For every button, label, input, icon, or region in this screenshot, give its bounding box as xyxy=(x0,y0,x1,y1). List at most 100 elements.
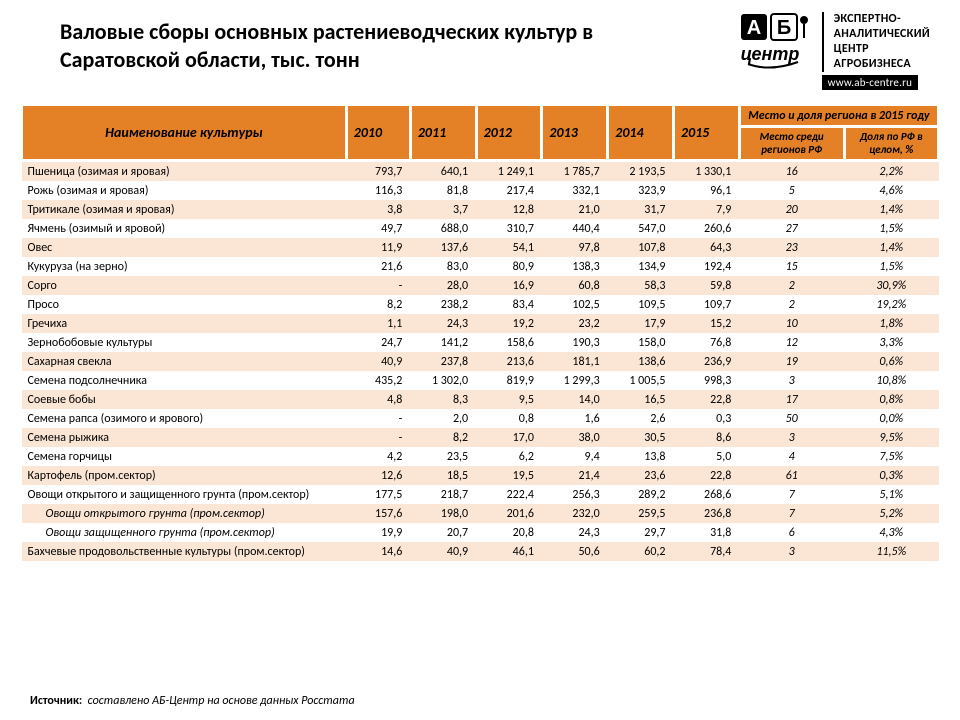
table-row: Сорго-28,016,960,858,359,8230,9% xyxy=(22,276,939,295)
year-value: 109,5 xyxy=(608,295,674,314)
year-value: 181,1 xyxy=(542,352,608,371)
year-value: 998,3 xyxy=(674,371,740,390)
year-value: 78,4 xyxy=(674,542,740,561)
region-rank: 27 xyxy=(739,219,844,238)
region-share: 30,9% xyxy=(844,276,938,295)
year-value: 440,4 xyxy=(542,219,608,238)
table-row: Кукуруза (на зерно)21,683,080,9138,3134,… xyxy=(22,257,939,276)
region-rank: 3 xyxy=(739,542,844,561)
year-value: 2,0 xyxy=(410,409,476,428)
logo-block: А Б центр ЭКСПЕРТНО- АНАЛИТИЧЕСКИЙ ЦЕНТР… xyxy=(738,12,930,91)
region-rank: 6 xyxy=(739,523,844,542)
region-share: 1,5% xyxy=(844,219,938,238)
logo-text-block: ЭКСПЕРТНО- АНАЛИТИЧЕСКИЙ ЦЕНТР АГРОБИЗНЕ… xyxy=(822,12,930,91)
year-value: 260,6 xyxy=(674,219,740,238)
year-value: 793,7 xyxy=(346,161,410,182)
year-value: 109,7 xyxy=(674,295,740,314)
year-value: 217,4 xyxy=(476,181,542,200)
table-row: Рожь (озимая и яровая)116,381,8217,4332,… xyxy=(22,181,939,200)
logo-tagline: ЭКСПЕРТНО- АНАЛИТИЧЕСКИЙ ЦЕНТР АГРОБИЗНЕ… xyxy=(822,12,930,72)
year-value: 14,6 xyxy=(346,542,410,561)
year-value: 16,5 xyxy=(608,390,674,409)
region-rank: 20 xyxy=(739,200,844,219)
svg-text:А: А xyxy=(746,17,760,39)
year-value: 6,2 xyxy=(476,447,542,466)
table-row: Семена подсолнечника435,21 302,0819,91 2… xyxy=(22,371,939,390)
region-share: 5,1% xyxy=(844,485,938,504)
year-value: 2 193,5 xyxy=(608,161,674,182)
year-value: 268,6 xyxy=(674,485,740,504)
table-row: Гречиха1,124,319,223,217,915,2101,8% xyxy=(22,314,939,333)
table-row: Зернобобовые культуры24,7141,2158,6190,3… xyxy=(22,333,939,352)
year-value: 40,9 xyxy=(346,352,410,371)
year-value: 7,9 xyxy=(674,200,740,219)
table-row: Овощи защищенного грунта (пром.сектор)19… xyxy=(22,523,939,542)
year-value: 40,9 xyxy=(410,542,476,561)
year-value: 177,5 xyxy=(346,485,410,504)
region-rank: 4 xyxy=(739,447,844,466)
header-year: 2011 xyxy=(410,105,476,161)
year-value: 1 299,3 xyxy=(542,371,608,390)
year-value: 213,6 xyxy=(476,352,542,371)
region-rank: 3 xyxy=(739,428,844,447)
header-share: Доля по РФ в целом, % xyxy=(844,127,938,161)
year-value: 1,6 xyxy=(542,409,608,428)
year-value: 141,2 xyxy=(410,333,476,352)
year-value: 819,9 xyxy=(476,371,542,390)
year-value: 289,2 xyxy=(608,485,674,504)
logo-url: www.ab-centre.ru xyxy=(822,75,918,90)
year-value: 1 249,1 xyxy=(476,161,542,182)
region-rank: 7 xyxy=(739,485,844,504)
region-share: 1,8% xyxy=(844,314,938,333)
region-share: 3,3% xyxy=(844,333,938,352)
year-value: 16,9 xyxy=(476,276,542,295)
year-value: 256,3 xyxy=(542,485,608,504)
year-value: 21,6 xyxy=(346,257,410,276)
region-rank: 2 xyxy=(739,295,844,314)
year-value: 21,4 xyxy=(542,466,608,485)
region-share: 4,3% xyxy=(844,523,938,542)
source-text: составлено АБ-Центр на основе данных Рос… xyxy=(88,694,355,708)
year-value: 1 330,1 xyxy=(674,161,740,182)
year-value: 97,8 xyxy=(542,238,608,257)
crop-name: Ячмень (озимый и яровой) xyxy=(22,219,347,238)
year-value: 134,9 xyxy=(608,257,674,276)
year-value: 81,8 xyxy=(410,181,476,200)
header-year: 2010 xyxy=(346,105,410,161)
year-value: 12,8 xyxy=(476,200,542,219)
region-rank: 12 xyxy=(739,333,844,352)
table-row: Ячмень (озимый и яровой)49,7688,0310,744… xyxy=(22,219,939,238)
crop-name: Семена подсолнечника xyxy=(22,371,347,390)
year-value: 17,0 xyxy=(476,428,542,447)
year-value: 8,6 xyxy=(674,428,740,447)
region-rank: 50 xyxy=(739,409,844,428)
page-title: Валовые сборы основных растениеводческих… xyxy=(60,18,620,73)
year-value: 22,8 xyxy=(674,390,740,409)
logo-line: ЭКСПЕРТНО- xyxy=(834,12,930,27)
table-row: Овощи открытого грунта (пром.сектор)157,… xyxy=(22,504,939,523)
region-rank: 16 xyxy=(739,161,844,182)
region-share: 4,6% xyxy=(844,181,938,200)
year-value: 23,6 xyxy=(608,466,674,485)
region-rank: 10 xyxy=(739,314,844,333)
crop-name: Гречиха xyxy=(22,314,347,333)
year-value: 1 302,0 xyxy=(410,371,476,390)
crop-name: Овощи открытого и защищенного грунта (пр… xyxy=(22,485,347,504)
year-value: 3,7 xyxy=(410,200,476,219)
crop-name: Сорго xyxy=(22,276,347,295)
crop-name: Семена рыжика xyxy=(22,428,347,447)
region-share: 2,2% xyxy=(844,161,938,182)
year-value: 30,5 xyxy=(608,428,674,447)
year-value: 236,8 xyxy=(674,504,740,523)
crop-name: Пшеница (озимая и яровая) xyxy=(22,161,347,182)
table-header: Наименование культуры 2010 2011 2012 201… xyxy=(22,105,939,161)
year-value: - xyxy=(346,409,410,428)
table-row: Бахчевые продовольственные культуры (про… xyxy=(22,542,939,561)
crop-name: Семена горчицы xyxy=(22,447,347,466)
year-value: 237,8 xyxy=(410,352,476,371)
table-row: Картофель (пром.сектор)12,618,519,521,42… xyxy=(22,466,939,485)
header-name: Наименование культуры xyxy=(22,105,347,161)
region-share: 1,4% xyxy=(844,200,938,219)
year-value: 28,0 xyxy=(410,276,476,295)
crop-name: Овощи защищенного грунта (пром.сектор) xyxy=(22,523,347,542)
